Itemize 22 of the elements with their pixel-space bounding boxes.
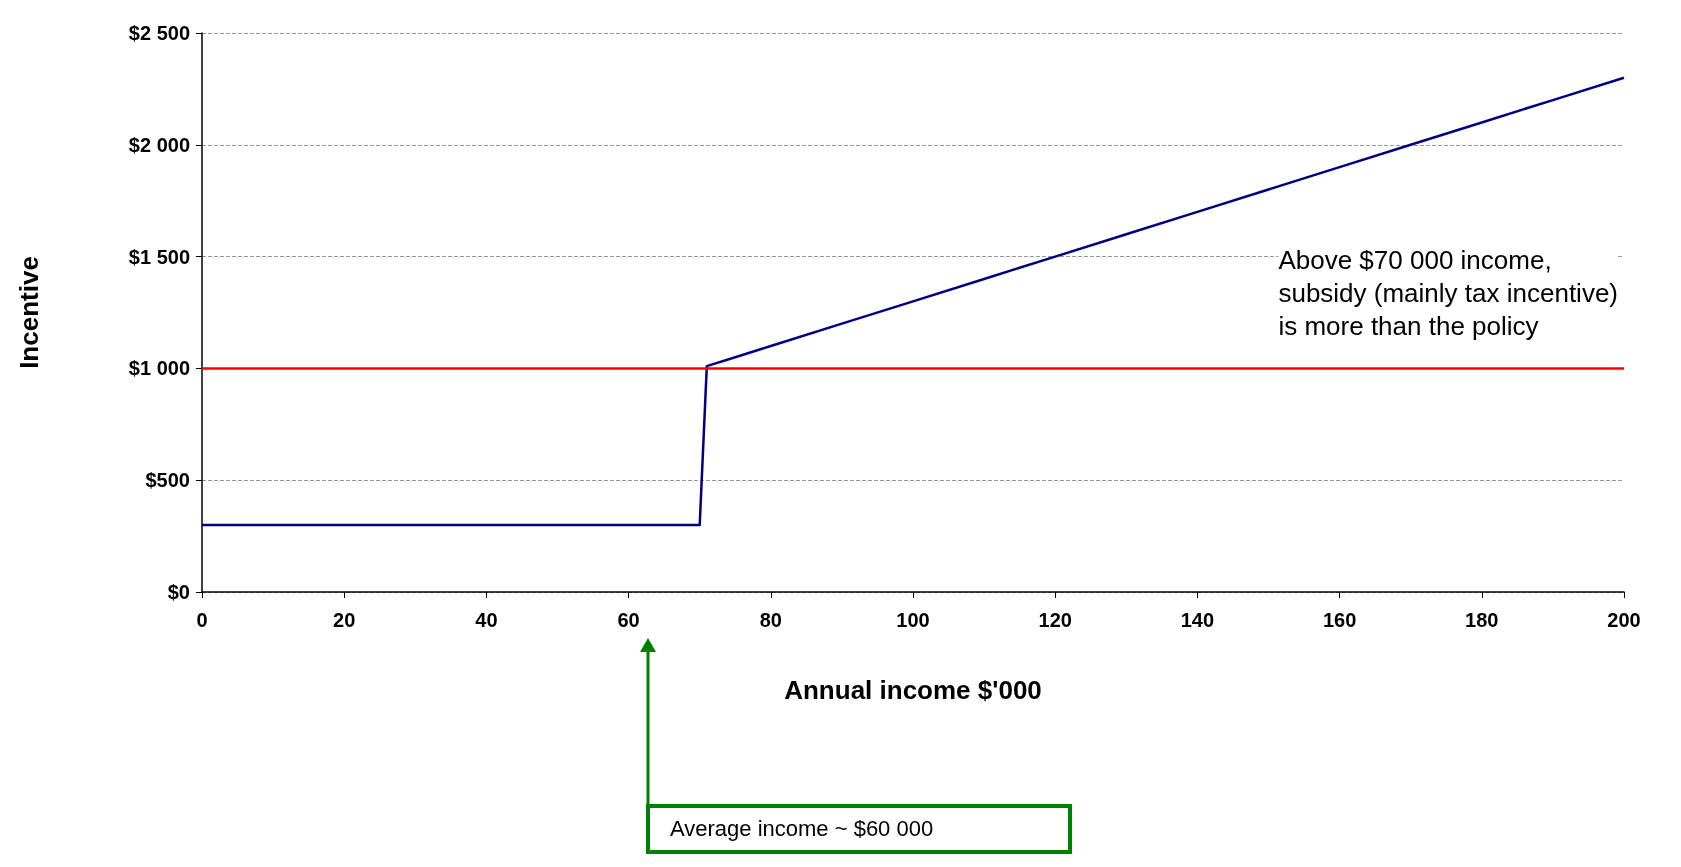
x-tick-label: 160 — [1322, 609, 1357, 631]
y-tick-label: $2 000 — [128, 133, 190, 156]
y-tick-label: $1 000 — [128, 357, 190, 380]
x-tick-label: 20 — [333, 609, 356, 631]
y-tick-label: $500 — [145, 469, 190, 492]
y-tick-label: $2 500 — [128, 22, 190, 44]
x-tick-label: 180 — [1465, 609, 1499, 631]
x-tick-label: 0 — [196, 609, 208, 631]
x-tick-label: 140 — [1180, 609, 1215, 631]
y-tick-label: $0 — [167, 581, 190, 603]
x-tick-label: 40 — [475, 609, 498, 631]
x-tick-label: 200 — [1607, 609, 1641, 631]
text: Average income ~ $60 000 — [646, 804, 1072, 854]
y-tick-label: $1 500 — [128, 245, 190, 268]
line-series — [200, 76, 1626, 527]
y-axis-title: Incentive — [14, 256, 44, 369]
x-axis-title: Annual income $'000 — [784, 675, 1042, 705]
x-tick-label: 80 — [759, 609, 782, 631]
x-tick-label: 100 — [896, 609, 930, 631]
x-tick-label: 120 — [1038, 609, 1072, 631]
annotation: Above $70 000 income, subsidy (mainly tax incentive) is more than the policy — [1278, 244, 1618, 341]
x-tick-label: 60 — [617, 609, 640, 631]
